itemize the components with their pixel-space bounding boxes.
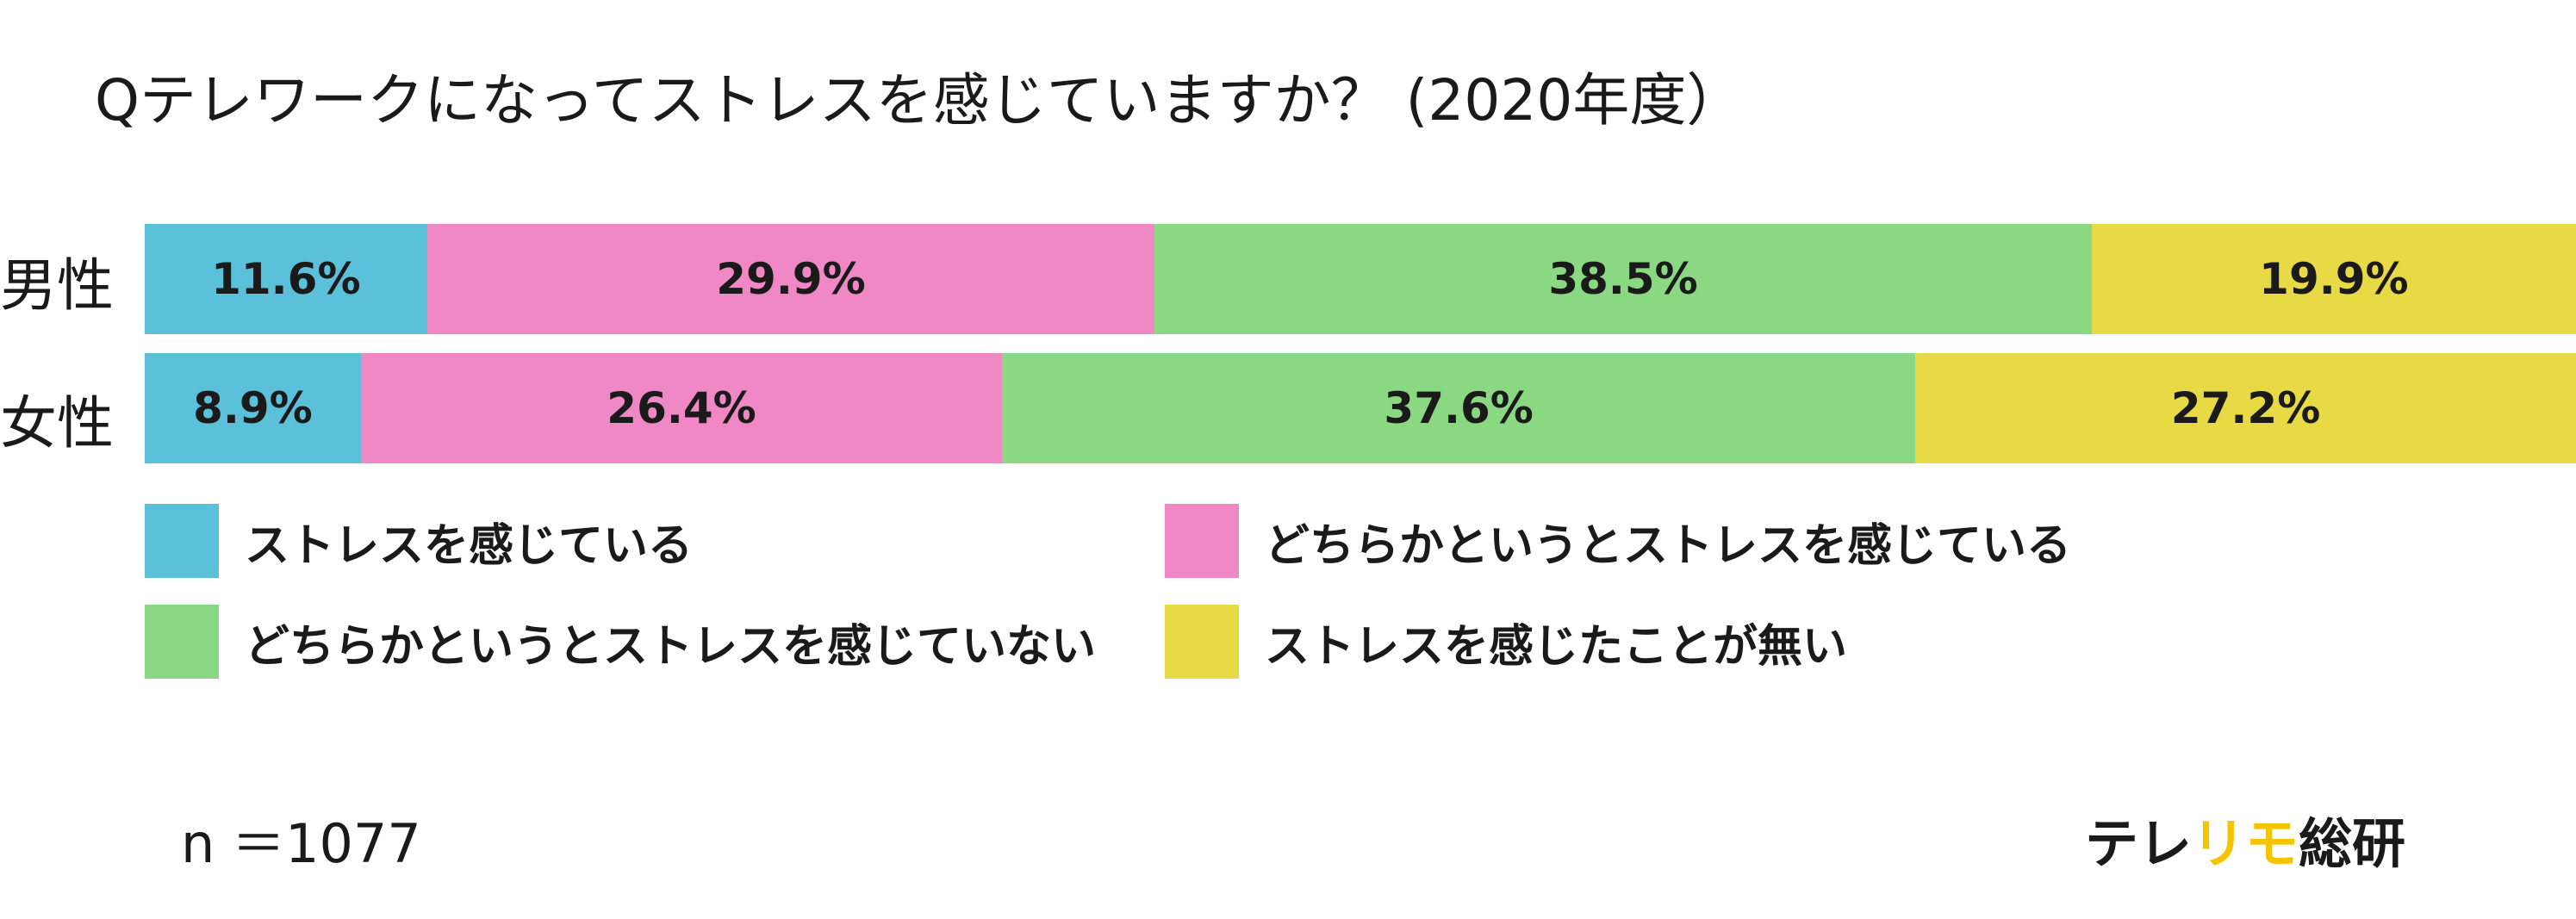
legend-item-stressed: ストレスを感じている: [145, 504, 693, 578]
data-label-male-never-stressed: 19.9%: [2259, 254, 2409, 304]
data-label-male-somewhat-not-stressed: 38.5%: [1548, 254, 1698, 304]
data-label-female-stressed: 8.9%: [193, 383, 313, 433]
brand-logo: テレリモ総研: [2085, 810, 2405, 879]
bar-segment-male-never-stressed: 19.9%: [2091, 224, 2576, 334]
legend-item-somewhat-stressed: どちらかというとストレスを感じている: [1165, 504, 2071, 578]
brand-logo-part3: 総研: [2299, 812, 2406, 875]
bar-segment-female-never-stressed: 27.2%: [1915, 353, 2576, 463]
bar-segment-female-stressed: 8.9%: [145, 353, 361, 463]
data-label-female-somewhat-stressed: 26.4%: [607, 383, 756, 433]
data-label-female-somewhat-not-stressed: 37.6%: [1384, 383, 1534, 433]
sample-size-label: n ＝1077: [181, 812, 421, 875]
chart-title: Qテレワークになってストレスを感じていますか？ (2020年度）: [95, 67, 1744, 134]
bar-female: 8.9% 26.4% 37.6% 27.2%: [145, 353, 2576, 463]
legend-label-somewhat-not-stressed: どちらかというとストレスを感じていない: [245, 620, 1097, 673]
bar-segment-female-somewhat-stressed: 26.4%: [360, 353, 1003, 463]
legend-swatch-never-stressed: [1165, 605, 1239, 679]
legend-swatch-somewhat-not-stressed: [145, 605, 219, 679]
legend-item-never-stressed: ストレスを感じたことが無い: [1165, 605, 1847, 679]
legend-swatch-somewhat-stressed: [1165, 504, 1239, 578]
category-label-female: 女性: [0, 390, 114, 456]
data-label-male-stressed: 11.6%: [211, 254, 361, 304]
category-label-male: 男性: [0, 252, 114, 319]
legend-label-never-stressed: ストレスを感じたことが無い: [1265, 620, 1848, 673]
bar-segment-male-stressed: 11.6%: [145, 224, 427, 334]
data-label-male-somewhat-stressed: 29.9%: [716, 254, 866, 304]
bar-segment-male-somewhat-not-stressed: 38.5%: [1154, 224, 2092, 334]
brand-logo-accent: リモ: [2192, 812, 2299, 875]
bar-male: 11.6% 29.9% 38.5% 19.9%: [145, 224, 2576, 334]
bar-segment-male-somewhat-stressed: 29.9%: [426, 224, 1155, 334]
legend-label-stressed: ストレスを感じている: [245, 519, 694, 572]
legend-swatch-stressed: [145, 504, 219, 578]
data-label-female-never-stressed: 27.2%: [2170, 383, 2321, 433]
brand-logo-part1: テレ: [2085, 812, 2193, 875]
legend-label-somewhat-stressed: どちらかというとストレスを感じている: [1265, 519, 2072, 572]
bar-segment-female-somewhat-not-stressed: 37.6%: [1002, 353, 1916, 463]
legend-item-somewhat-not-stressed: どちらかというとストレスを感じていない: [145, 605, 1096, 679]
